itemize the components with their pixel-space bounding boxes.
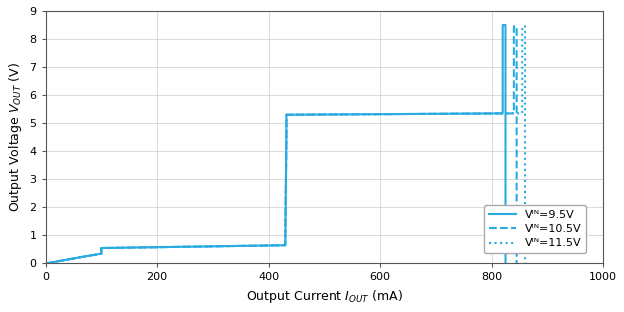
- Vᴵᴺ=10.5V: [510, 111, 518, 115]
- Vᴵᴺ=10.5V: [97, 246, 105, 250]
- Vᴵᴺ=11.5V: [97, 246, 105, 250]
- Vᴵᴺ=10.5V: [42, 261, 49, 265]
- X-axis label: Output Current $I_{OUT}$ (mA): Output Current $I_{OUT}$ (mA): [246, 288, 402, 305]
- Vᴵᴺ=11.5V: [97, 252, 105, 256]
- Vᴵᴺ=10.5V: [513, 25, 520, 28]
- Vᴵᴺ=11.5V: [521, 261, 529, 265]
- Line: Vᴵᴺ=10.5V: Vᴵᴺ=10.5V: [46, 27, 517, 263]
- Vᴵᴺ=10.5V: [513, 261, 520, 265]
- Vᴵᴺ=11.5V: [281, 243, 289, 247]
- Line: Vᴵᴺ=9.5V: Vᴵᴺ=9.5V: [46, 25, 505, 263]
- Vᴵᴺ=9.5V: [502, 23, 509, 27]
- Vᴵᴺ=9.5V: [283, 113, 290, 117]
- Vᴵᴺ=10.5V: [281, 243, 289, 247]
- Vᴵᴺ=11.5V: [521, 25, 529, 28]
- Vᴵᴺ=11.5V: [81, 255, 89, 258]
- Vᴵᴺ=11.5V: [281, 236, 289, 240]
- Legend: Vᴵᴺ=9.5V, Vᴵᴺ=10.5V, Vᴵᴺ=11.5V: Vᴵᴺ=9.5V, Vᴵᴺ=10.5V, Vᴵᴺ=11.5V: [484, 205, 587, 253]
- Vᴵᴺ=11.5V: [42, 261, 49, 265]
- Vᴵᴺ=9.5V: [499, 111, 507, 115]
- Vᴵᴺ=10.5V: [97, 252, 105, 256]
- Vᴵᴺ=9.5V: [281, 236, 289, 240]
- Vᴵᴺ=9.5V: [502, 261, 509, 265]
- Line: Vᴵᴺ=11.5V: Vᴵᴺ=11.5V: [46, 27, 525, 263]
- Vᴵᴺ=11.5V: [283, 130, 290, 134]
- Vᴵᴺ=10.5V: [281, 236, 289, 240]
- Vᴵᴺ=9.5V: [97, 252, 105, 256]
- Vᴵᴺ=11.5V: [519, 111, 526, 115]
- Vᴵᴺ=10.5V: [283, 113, 290, 117]
- Vᴵᴺ=10.5V: [510, 25, 518, 28]
- Vᴵᴺ=11.5V: [519, 25, 526, 28]
- Vᴵᴺ=10.5V: [81, 255, 89, 258]
- Vᴵᴺ=9.5V: [283, 130, 290, 134]
- Vᴵᴺ=9.5V: [281, 243, 289, 247]
- Vᴵᴺ=9.5V: [81, 255, 89, 258]
- Y-axis label: Output Voltage $V_{OUT}$ (V): Output Voltage $V_{OUT}$ (V): [7, 62, 24, 212]
- Vᴵᴺ=10.5V: [283, 130, 290, 134]
- Vᴵᴺ=11.5V: [283, 113, 290, 117]
- Vᴵᴺ=9.5V: [499, 23, 507, 27]
- Vᴵᴺ=9.5V: [42, 261, 49, 265]
- Vᴵᴺ=9.5V: [97, 246, 105, 250]
